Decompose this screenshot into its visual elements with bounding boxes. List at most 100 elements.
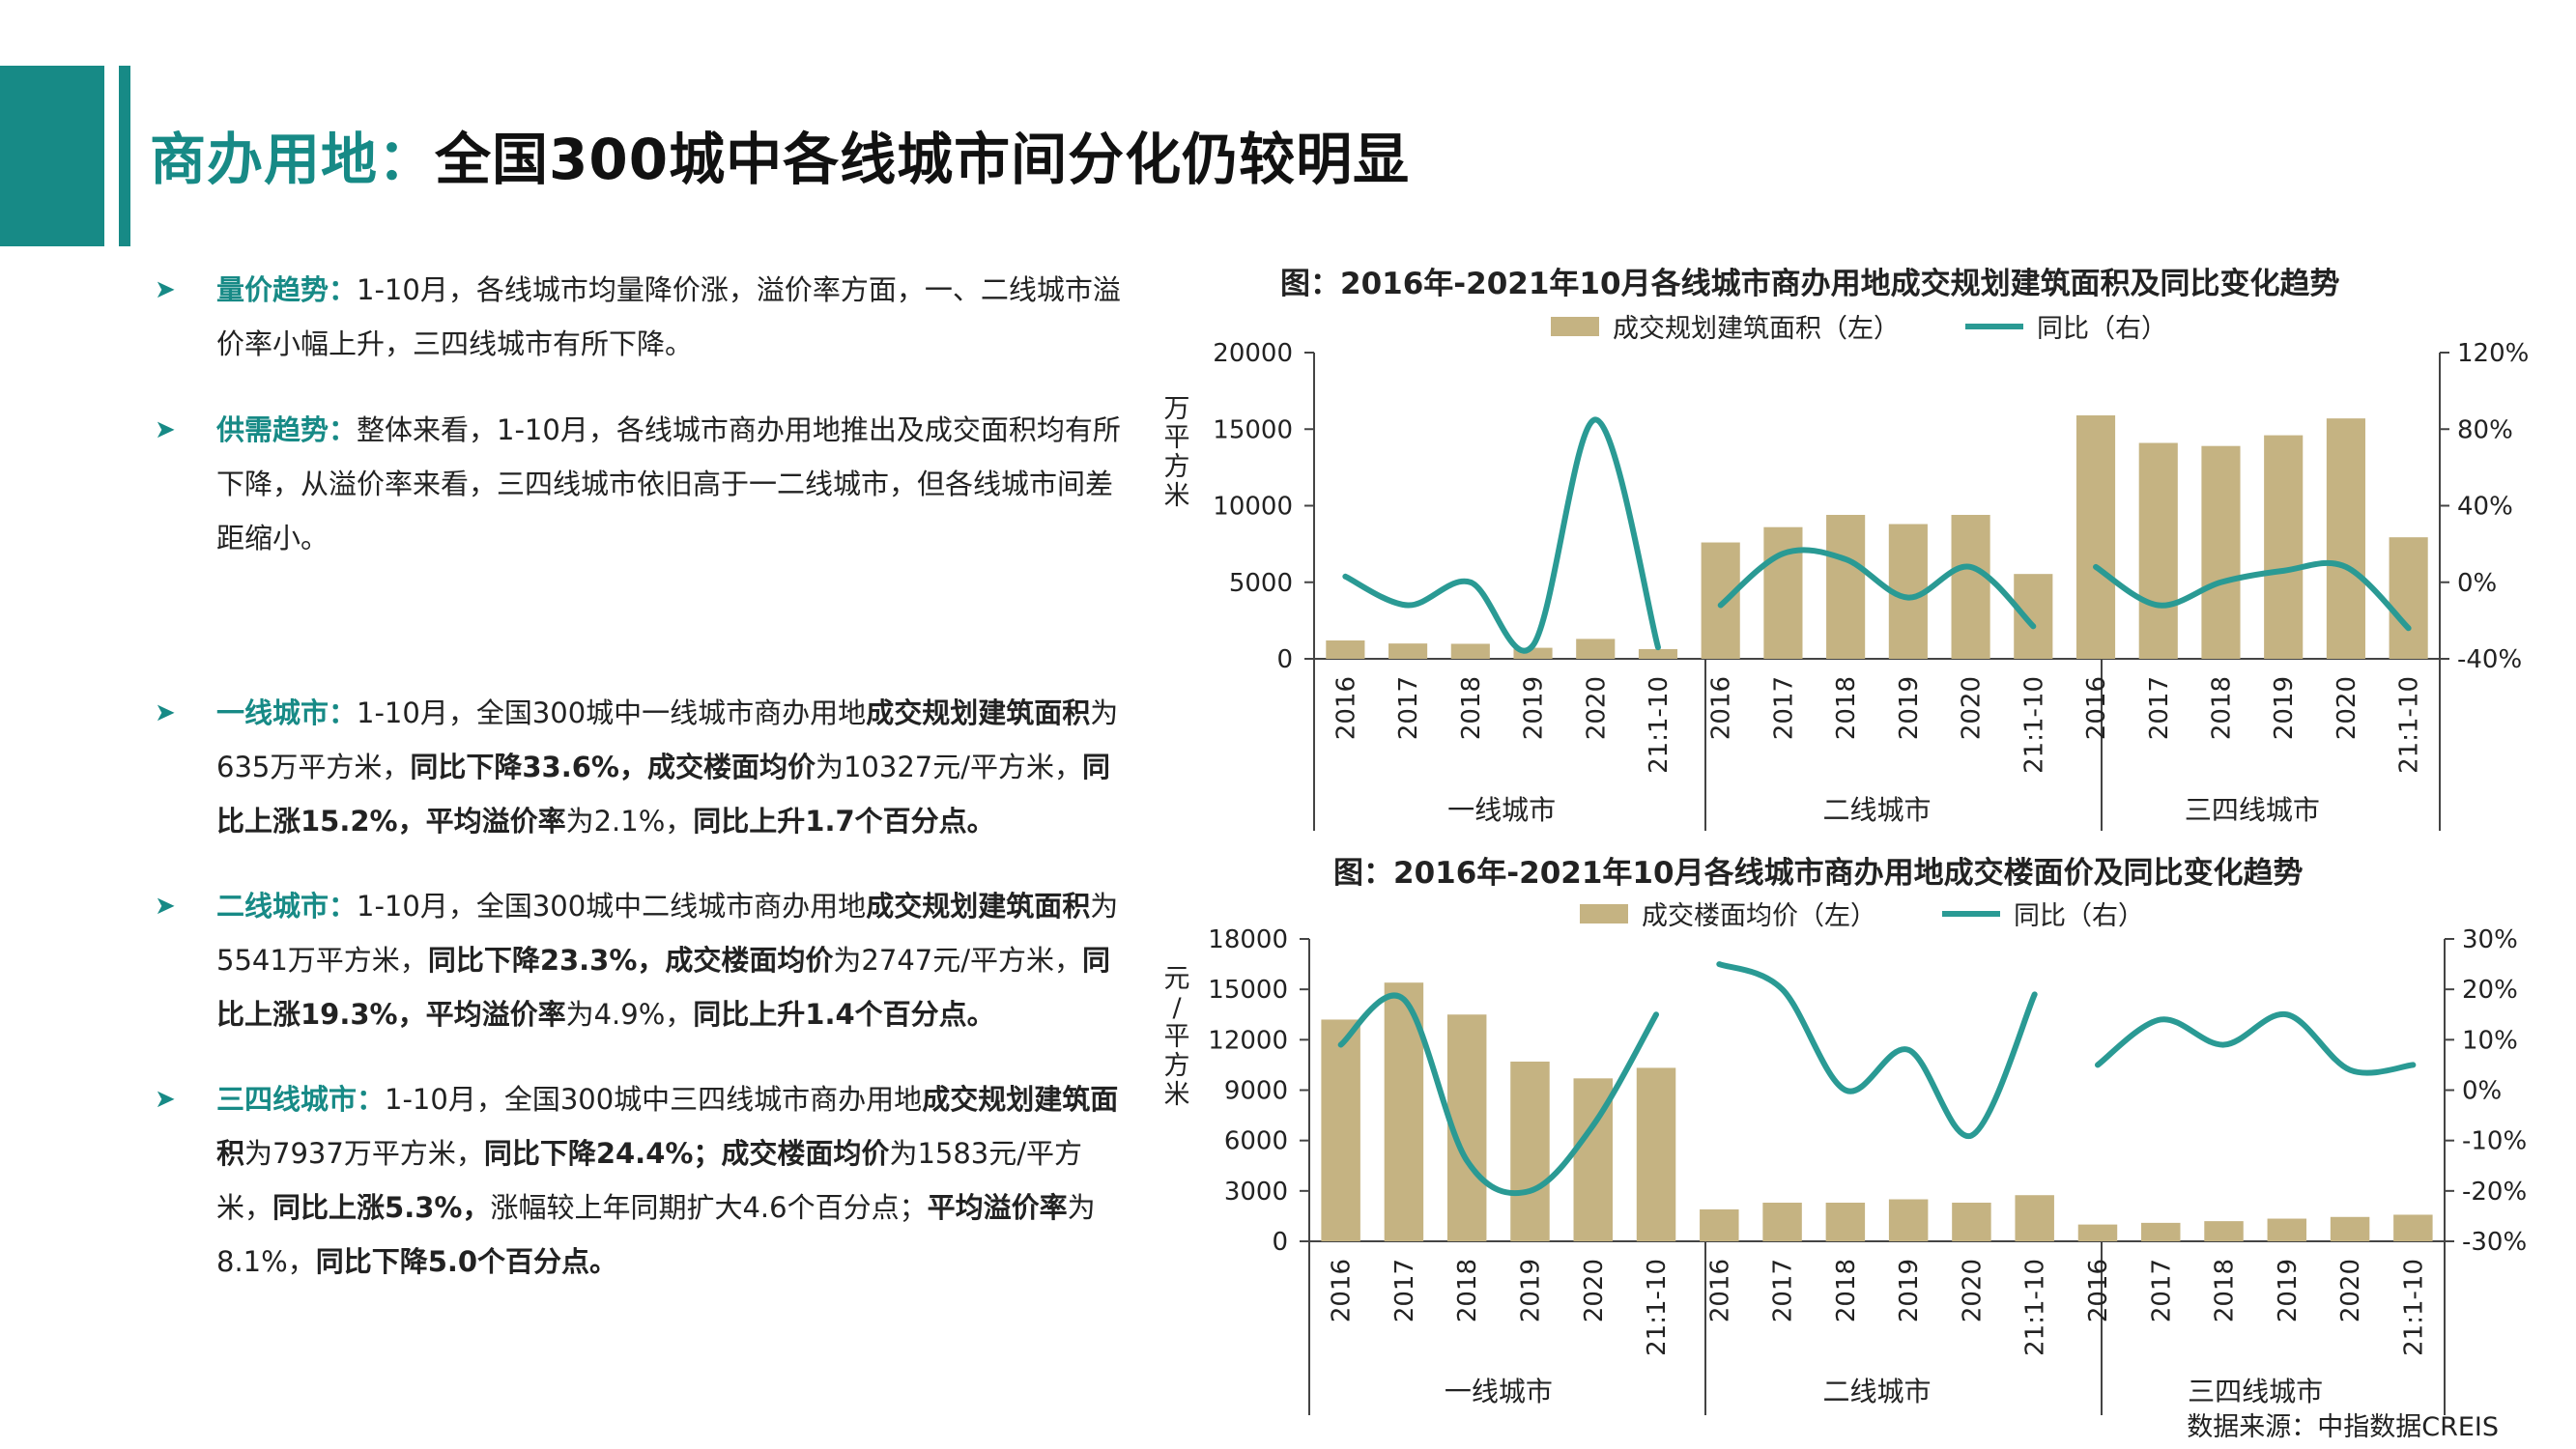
chart1-x-tick-label: 2016 (1331, 676, 1360, 740)
chart1-x-tick-label: 2017 (1394, 676, 1423, 740)
chart1-group-label: 一线城市 (1447, 794, 1556, 826)
chart2-x-tick-label: 2019 (1516, 1259, 1545, 1322)
chart1-bar (2389, 537, 2428, 659)
chart2-x-tick-label: 2019 (1895, 1259, 1924, 1322)
chart2-y-tick-label: 6000 (1224, 1127, 1288, 1156)
chart2-x-tick-label: 21:1-10 (1643, 1259, 1672, 1356)
chart1-y2-tick-label: 120% (2457, 339, 2529, 368)
chart1-x-tick-label: 2020 (1958, 676, 1987, 740)
chart1-y-tick-label: 20000 (1213, 339, 1293, 368)
chart2-bar (1952, 1203, 1991, 1241)
chart2-x-tick-label: 2019 (2274, 1259, 2303, 1322)
chart1-bar (1763, 526, 1803, 659)
chart2-x-tick-label: 2020 (1958, 1259, 1987, 1322)
chart1-bar (1576, 639, 1616, 659)
bullet-emphasis: 同比下降23.3%，成交楼面均价 (427, 944, 834, 977)
page-title-main: 全国300城中各线城市间分化仍较明显 (435, 127, 1411, 192)
header-accent-block (0, 66, 104, 246)
chart1-bar (1513, 647, 1553, 659)
chart2-bar (1762, 1203, 1802, 1241)
bullet-emphasis: 成交规划建筑面积 (216, 1083, 1119, 1170)
chart1-x-tick-label: 2019 (2270, 676, 2299, 740)
chart1-y-tick-label: 10000 (1213, 493, 1293, 522)
chart1-y2-tick-label: 0% (2457, 569, 2497, 598)
chart2-bar (2141, 1222, 2181, 1241)
bullet-keyword: 一线城市： (216, 696, 358, 729)
chart1-x-tick-label: 2017 (1769, 676, 1798, 740)
chart2-legend-line-swatch (1942, 910, 2000, 917)
chart1-x-tick-label: 21:1-10 (2395, 676, 2424, 774)
bullet-segment: 为7937万平方米， (244, 1137, 484, 1170)
bullet-segment: 整体来看，1-10月，各线城市商办用地推出及成交面积均有所下降，从溢价率来看，三… (216, 413, 1121, 554)
chart1-legend-line-swatch (1965, 323, 2023, 329)
chart2-x-tick-label: 2017 (1769, 1259, 1798, 1322)
chart2-bar (1321, 1019, 1360, 1241)
chart2-bar (1700, 1208, 1739, 1241)
chart2-x-tick-label: 2020 (2336, 1259, 2365, 1322)
bullet-text: 供需趋势：整体来看，1-10月，各线城市商办用地推出及成交面积均有所下降，从溢价… (216, 403, 1121, 565)
page-title: 商办用地：全国300城中各线城市间分化仍较明显 (150, 114, 1410, 195)
chart2-x-tick-label: 2016 (2084, 1259, 2113, 1322)
chart1-bar (2326, 418, 2365, 659)
chart2-x-tick-label: 2018 (1453, 1259, 1482, 1322)
chart1-x-tick-label: 2018 (2207, 676, 2236, 740)
chart1-legend-bar-label: 成交规划建筑面积（左） (1613, 314, 1900, 344)
bullet-emphasis: 同比下降5.0个百分点。 (315, 1245, 618, 1278)
chart2-bar (2267, 1218, 2307, 1241)
chart1-x-tick-label: 21:1-10 (2019, 676, 2048, 774)
chart2-x-tick-label: 21:1-10 (2021, 1259, 2050, 1356)
chart1-y-label-char: 米 (1164, 481, 1190, 511)
chart1-legend-line-label: 同比（右） (2037, 314, 2167, 344)
bullet-emphasis: 同比上升1.7个百分点。 (693, 805, 995, 838)
chart2-bar (2393, 1214, 2433, 1241)
chart1-bar (2075, 414, 2116, 659)
chart2-bar (2330, 1216, 2370, 1241)
chart2-title: 图：2016年-2021年10月各线城市商办用地成交楼面价及同比变化趋势 (1333, 856, 2304, 891)
chart2-y2-tick-label: -10% (2462, 1127, 2527, 1156)
bullet-keyword: 三四线城市： (216, 1083, 386, 1116)
bullet-segment: 1-10月，全国300城中三四线城市商办用地 (385, 1083, 923, 1116)
bullet-segment: 为2747元/平方米， (833, 944, 1082, 977)
chart2-x-tick-label: 21:1-10 (2399, 1259, 2428, 1356)
bullet-segment: 为1583元/平方米， (216, 1137, 1083, 1224)
bullet-segment: 为5541万平方米， (216, 890, 1119, 977)
bullet-text: 三四线城市：1-10月，全国300城中三四线城市商办用地成交规划建筑面积为793… (216, 1072, 1121, 1289)
chart2-y-label-char: / (1172, 993, 1182, 1023)
chart2-y-label-char: 米 (1164, 1080, 1190, 1110)
arrow-bullet-icon: ➤ (155, 892, 176, 921)
chart1-y-label-char: 方 (1164, 452, 1190, 482)
bullet-keyword: 量价趋势： (216, 273, 358, 306)
chart2-bar (1825, 1203, 1866, 1241)
chart2-x-tick-label: 2017 (1390, 1259, 1419, 1322)
chart1-legend-bar-swatch (1551, 316, 1599, 336)
chart1-bar (1701, 542, 1740, 659)
chart2-x-tick-label: 2018 (2211, 1259, 2240, 1322)
arrow-bullet-icon: ➤ (155, 275, 176, 304)
chart2-bar (2015, 1195, 2054, 1241)
chart1-x-tick-label: 2019 (1895, 676, 1924, 740)
bullet-segment: 1-10月，全国300城中一线城市商办用地 (357, 696, 867, 729)
bullet-emphasis: 同比上升1.4个百分点。 (693, 998, 995, 1031)
chart2-bar (2204, 1221, 2244, 1241)
chart2-x-tick-label: 2018 (1832, 1259, 1861, 1322)
bullet-segment: 为4.9%， (565, 998, 694, 1031)
chart2-y2-tick-label: -20% (2462, 1178, 2527, 1207)
chart2-group-label: 二线城市 (1822, 1376, 1931, 1407)
bullet-emphasis: 成交规划建筑面积 (866, 696, 1091, 729)
bullet-item: ➤ 量价趋势：1-10月，各线城市均量降价涨，溢价率方面，一、二线城市溢价率小幅上… (155, 263, 1121, 371)
bullet-text: 一线城市：1-10月，全国300城中一线城市商办用地成交规划建筑面积为635万平… (216, 686, 1121, 848)
bullet-item: ➤ 三四线城市：1-10月，全国300城中三四线城市商办用地成交规划建筑面积为79… (155, 1072, 1121, 1289)
chart1-bar (1638, 648, 1678, 659)
data-source-note: 数据来源：中指数据CREIS (2187, 1412, 2499, 1442)
chart1-y-label-char: 平 (1164, 423, 1190, 453)
chart1-x-tick-label: 21:1-10 (1645, 676, 1674, 774)
chart1-x-tick-label: 2020 (2333, 676, 2361, 740)
chart1-x-tick-label: 2018 (1457, 676, 1486, 740)
chart2-group-label: 三四线城市 (2188, 1376, 2323, 1407)
chart1-x-tick-label: 2019 (1520, 676, 1549, 740)
bullet-segment: 为635万平方米， (216, 696, 1119, 783)
chart1-bar (1326, 639, 1365, 659)
chart2-y-tick-label: 12000 (1208, 1026, 1288, 1055)
chart2-legend-line-label: 同比（右） (2014, 901, 2144, 931)
